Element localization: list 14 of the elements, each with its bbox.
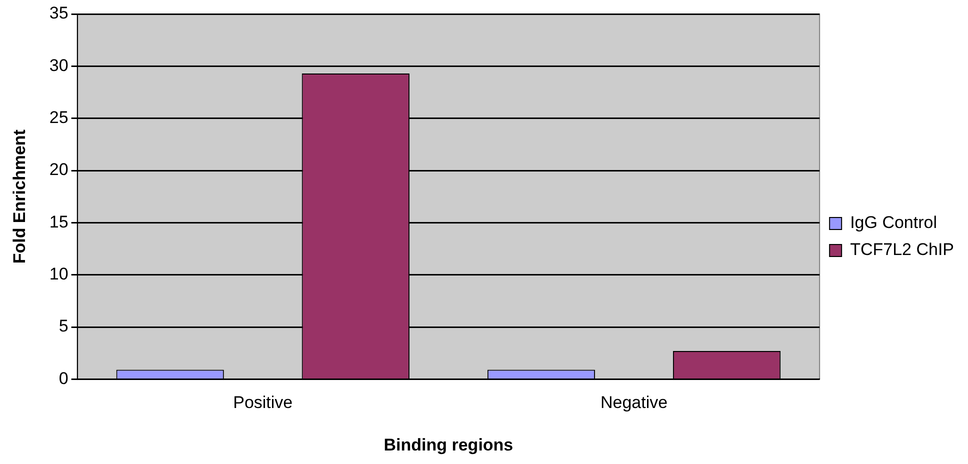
y-tick-label: 15 <box>49 212 68 232</box>
y-tick-label: 20 <box>49 160 68 180</box>
x-tick-label: Negative <box>600 393 668 412</box>
legend-label: IgG Control <box>850 213 938 232</box>
x-tick-label: Positive <box>233 393 293 412</box>
y-tick-label: 35 <box>49 4 68 23</box>
y-tick-label: 30 <box>49 56 68 75</box>
y-tick-label: 5 <box>58 316 68 336</box>
y-tick-label: 0 <box>58 368 68 388</box>
x-axis-title: Binding regions <box>384 435 514 454</box>
legend-label: TCF7L2 ChIP <box>850 240 954 260</box>
y-tick-label: 25 <box>49 108 68 128</box>
y-tick-label: 10 <box>49 264 68 284</box>
y-axis-title: Fold Enrichment <box>10 129 29 264</box>
